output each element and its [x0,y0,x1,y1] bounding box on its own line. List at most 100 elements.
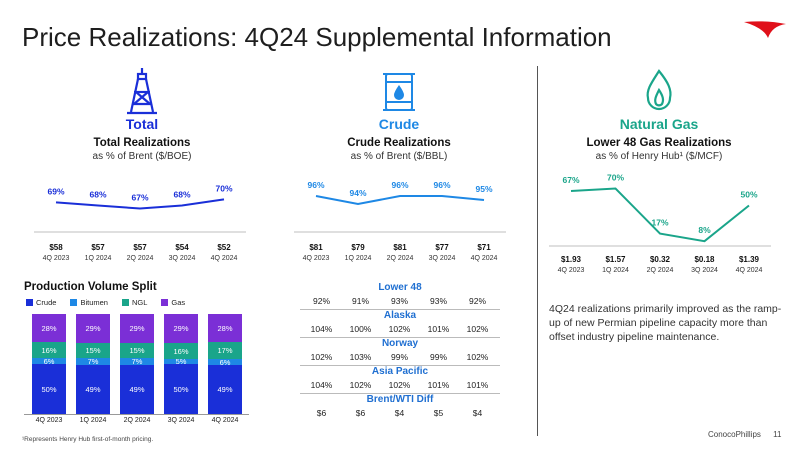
category-label: 3Q 2024 [691,267,718,274]
legend-bitumen: Bitumen [70,298,108,307]
crude-label: Crude [378,116,420,132]
table-cell: $5 [433,408,444,418]
stacked-bar: 28% 16% 6% 50% [32,314,66,414]
price-label: $0.32 [650,255,671,264]
company-name: ConocoPhillips [708,430,761,439]
value-label: 70% [607,173,624,183]
price-label: $81 [309,243,323,252]
category-label: 1Q 2024 [602,267,629,274]
bar-category-label: 2Q 2024 [123,417,151,424]
table-cell: $4 [472,408,483,418]
value-label: 68% [173,189,190,199]
value-label: 95% [475,184,492,194]
page-number: 11 [773,430,782,439]
bar-segment-bitumen: 7% [120,357,154,366]
total-label: Total [125,116,159,132]
total-realizations-subheading: as % of Brent ($/BOE) [92,151,192,162]
bar-segment-ngl: 16% [32,342,66,358]
table-cell: 93% [390,296,408,306]
stacked-bar: 29% 15% 7% 49% [120,314,154,414]
category-label: 4Q 2023 [43,255,70,262]
price-label: $57 [133,243,147,252]
bar-segment-gas: 29% [120,314,154,343]
category-label: 3Q 2024 [169,255,196,262]
series-line [315,195,485,206]
bar-segment-bitumen: 5% [164,357,198,366]
gas-realizations-subheading: as % of Henry Hub¹ ($/MCF) [595,151,723,162]
bar-category-label: 4Q 2024 [211,417,239,424]
bar-segment-bitumen: 6% [32,357,66,366]
table-divider [300,309,500,310]
table-cell: 102% [388,380,411,390]
category-label: 1Q 2024 [85,255,112,262]
bar-category-label: 1Q 2024 [79,417,107,424]
value-label: 67% [131,193,148,203]
crude-realizations-heading: Crude Realizations [347,137,451,149]
bar-segment-ngl: 17% [208,342,242,359]
table-cell: 104% [310,380,333,390]
region-values-row: 102% 103% 99% 99% 102% [302,352,497,362]
category-label: 2Q 2024 [387,255,414,262]
price-label: $1.57 [605,255,626,264]
value-label: 96% [391,180,408,190]
table-cell: 99% [390,352,408,362]
table-cell: 101% [466,380,489,390]
natural-gas-label: Natural Gas [619,116,699,132]
bar-segment-crude: 50% [32,364,66,414]
price-label: $81 [393,243,407,252]
footer-brand: ConocoPhillips 11 [708,430,781,439]
bar-chart-baseline [24,414,249,415]
bar-segment-gas: 28% [208,314,242,342]
value-label: 96% [307,180,324,190]
production-chart-title: Production Volume Split [24,281,157,293]
category-label: 2Q 2024 [127,255,154,262]
legend-crude: Crude [26,298,56,307]
table-cell: 92% [312,296,330,306]
price-label: $57 [91,243,105,252]
value-label: 96% [433,180,450,190]
bar-segment-gas: 29% [76,314,110,343]
bar-category-label: 3Q 2024 [167,417,195,424]
flame-icon [646,69,672,111]
gas-realizations-chart: 67% $1.93 4Q 2023 70% $1.57 1Q 2024 17% $0.32 2Q… [549,173,771,274]
table-cell: 92% [468,296,486,306]
bar-segment-ngl: 16% [164,343,198,359]
table-cell: 101% [427,324,450,334]
table-cell: 99% [429,352,447,362]
table-cell: 102% [466,324,489,334]
crude-realizations-chart: 96% $81 4Q 2023 94% $79 1Q 2024 96% $81 2Q 2024 9… [294,180,506,262]
bar-segment-crude: 49% [120,365,154,414]
table-cell: 93% [429,296,447,306]
commentary-text: 4Q24 realizations primarily improved as … [549,303,782,344]
region-heading: Lower 48 [378,282,422,293]
production-legend: Crude Bitumen NGL Gas [26,298,185,307]
series-line [570,187,750,243]
category-label: 3Q 2024 [429,255,456,262]
price-label: $0.18 [694,255,715,264]
bar-category-label: 4Q 2023 [35,417,63,424]
series-line [55,198,225,210]
region-values-row: $6 $6 $4 $5 $4 [302,408,497,418]
region-values-row: 104% 100% 102% 101% 102% [302,324,497,334]
value-label: 67% [562,175,579,185]
bar-segment-bitumen: 6% [208,358,242,367]
total-realizations-chart: 69% $58 4Q 2023 68% $57 1Q 2024 67% $57 2Q 2024 6… [34,183,246,262]
category-label: 4Q 2024 [471,255,498,262]
value-label: 50% [740,190,757,200]
price-label: $71 [477,243,491,252]
region-values-row: 92% 91% 93% 93% 92% [302,296,497,306]
bar-segment-gas: 28% [32,314,66,342]
value-label: 8% [698,225,711,235]
oil-derrick-icon [127,68,157,115]
crude-realizations-subheading: as % of Brent ($/BBL) [350,151,448,162]
price-label: $1.39 [739,255,760,264]
table-cell: 102% [388,324,411,334]
price-label: $79 [351,243,365,252]
price-label: $54 [175,243,189,252]
oil-barrel-icon [383,73,415,111]
price-label: $77 [435,243,449,252]
value-label: 69% [47,186,64,196]
bar-segment-ngl: 15% [120,343,154,358]
bar-segment-crude: 50% [164,364,198,414]
table-cell: $6 [316,408,327,418]
